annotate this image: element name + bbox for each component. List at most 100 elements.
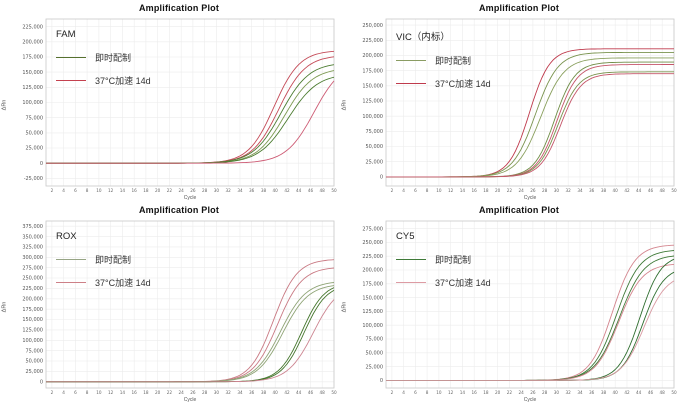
svg-text:38: 38 <box>261 390 267 395</box>
legend: FAM 即时配制 37°C加速 14d <box>56 29 151 97</box>
svg-text:100,000: 100,000 <box>362 114 383 120</box>
svg-text:16: 16 <box>472 390 478 395</box>
svg-text:225,000: 225,000 <box>22 24 43 30</box>
svg-text:50: 50 <box>331 390 337 395</box>
y-axis-label: ΔRn <box>1 99 8 110</box>
svg-text:42: 42 <box>284 390 290 395</box>
svg-text:250,000: 250,000 <box>362 23 383 29</box>
legend-label: 即时配制 <box>435 255 472 265</box>
svg-text:150,000: 150,000 <box>362 295 383 301</box>
svg-text:225,000: 225,000 <box>362 254 383 260</box>
svg-text:25,000: 25,000 <box>26 369 44 375</box>
x-axis-label: Cycle <box>523 195 537 201</box>
legend: ROX 即时配制 37°C加速 14d <box>56 231 151 299</box>
svg-text:40: 40 <box>613 188 619 193</box>
svg-text:25,000: 25,000 <box>26 146 44 152</box>
svg-text:8: 8 <box>86 188 89 193</box>
svg-text:34: 34 <box>577 390 583 395</box>
legend-item-accelerated: 37°C加速 14d <box>56 74 151 87</box>
svg-text:20: 20 <box>155 390 161 395</box>
svg-text:40: 40 <box>613 390 619 395</box>
svg-text:50: 50 <box>331 188 337 193</box>
svg-text:46: 46 <box>308 390 314 395</box>
svg-text:6: 6 <box>414 188 417 193</box>
svg-text:36: 36 <box>589 390 595 395</box>
svg-text:22: 22 <box>167 188 173 193</box>
legend-label: 37°C加速 14d <box>95 76 151 86</box>
svg-text:16: 16 <box>132 188 138 193</box>
svg-text:14: 14 <box>460 390 466 395</box>
chart-title: Amplification Plot <box>138 3 220 13</box>
svg-text:26: 26 <box>530 390 536 395</box>
x-axis-label: Cycle <box>183 195 197 201</box>
svg-text:38: 38 <box>601 390 607 395</box>
legend-line-green-icon <box>56 57 86 58</box>
svg-text:48: 48 <box>660 188 666 193</box>
legend-line-red-icon <box>56 80 86 81</box>
svg-text:46: 46 <box>308 188 314 193</box>
svg-text:30: 30 <box>214 390 220 395</box>
channel-label: VIC（内标） <box>396 32 450 43</box>
svg-text:2: 2 <box>391 390 394 395</box>
svg-text:250,000: 250,000 <box>22 276 43 282</box>
svg-text:350,000: 350,000 <box>22 234 43 240</box>
legend-item-fresh: 即时配制 <box>56 253 151 266</box>
svg-text:38: 38 <box>601 188 607 193</box>
plot-canvas-cy5: 0 25,000 50,000 75,000 100,000 125,000 150,000… <box>362 220 677 395</box>
svg-text:175,000: 175,000 <box>362 282 383 288</box>
svg-text:8: 8 <box>426 188 429 193</box>
chart-title: Amplification Plot <box>478 3 560 13</box>
svg-text:40: 40 <box>273 188 279 193</box>
svg-text:125,000: 125,000 <box>22 85 43 91</box>
svg-text:32: 32 <box>566 188 572 193</box>
svg-text:48: 48 <box>320 188 326 193</box>
svg-text:34: 34 <box>577 188 583 193</box>
plot-canvas-rox: 0 25,000 50,000 75,000 100,000 125,000 150,000… <box>22 220 337 395</box>
svg-text:6: 6 <box>414 390 417 395</box>
svg-text:75,000: 75,000 <box>366 129 384 135</box>
svg-text:0: 0 <box>380 175 383 181</box>
plot-canvas-fam: -25,000 0 25,000 50,000 75,000 100,000 125,000… <box>22 18 337 193</box>
svg-text:24: 24 <box>179 390 185 395</box>
svg-text:22: 22 <box>507 188 513 193</box>
svg-text:26: 26 <box>190 188 196 193</box>
svg-text:50,000: 50,000 <box>366 351 384 357</box>
amplification-plot-panel-fam: Amplification Plot -25,000 0 25,000 50,000 7… <box>0 0 340 202</box>
svg-text:100,000: 100,000 <box>362 323 383 329</box>
svg-text:200,000: 200,000 <box>362 268 383 274</box>
svg-text:175,000: 175,000 <box>22 55 43 61</box>
svg-text:42: 42 <box>284 188 290 193</box>
svg-text:10: 10 <box>436 390 442 395</box>
svg-text:4: 4 <box>62 390 65 395</box>
svg-text:375,000: 375,000 <box>22 224 43 230</box>
legend-label: 即时配制 <box>95 53 132 63</box>
channel-label: CY5 <box>396 231 415 242</box>
svg-text:200,000: 200,000 <box>22 297 43 303</box>
svg-text:20: 20 <box>495 188 501 193</box>
legend-label: 37°C加速 14d <box>435 79 491 89</box>
legend-line-red-icon <box>56 282 86 283</box>
svg-text:44: 44 <box>636 188 642 193</box>
svg-text:125,000: 125,000 <box>362 309 383 315</box>
amplification-plot-panel-rox: Amplification Plot 0 25,000 50,000 75,000 10… <box>0 202 340 404</box>
plot-canvas-vic: 0 25,000 50,000 75,000 100,000 125,000 150,000… <box>362 18 677 193</box>
svg-text:0: 0 <box>40 380 43 386</box>
svg-text:18: 18 <box>483 390 489 395</box>
svg-text:4: 4 <box>62 188 65 193</box>
svg-text:22: 22 <box>167 390 173 395</box>
svg-text:16: 16 <box>472 188 478 193</box>
svg-text:14: 14 <box>120 188 126 193</box>
svg-text:10: 10 <box>96 188 102 193</box>
svg-text:250,000: 250,000 <box>362 240 383 246</box>
svg-text:175,000: 175,000 <box>22 307 43 313</box>
svg-text:0: 0 <box>40 161 43 167</box>
svg-text:24: 24 <box>179 188 185 193</box>
legend-label: 即时配制 <box>95 255 132 265</box>
svg-text:28: 28 <box>542 390 548 395</box>
legend-item-accelerated: 37°C加速 14d <box>396 77 491 90</box>
svg-text:100,000: 100,000 <box>22 100 43 106</box>
svg-text:18: 18 <box>143 188 149 193</box>
svg-text:36: 36 <box>589 188 595 193</box>
svg-text:100,000: 100,000 <box>22 338 43 344</box>
